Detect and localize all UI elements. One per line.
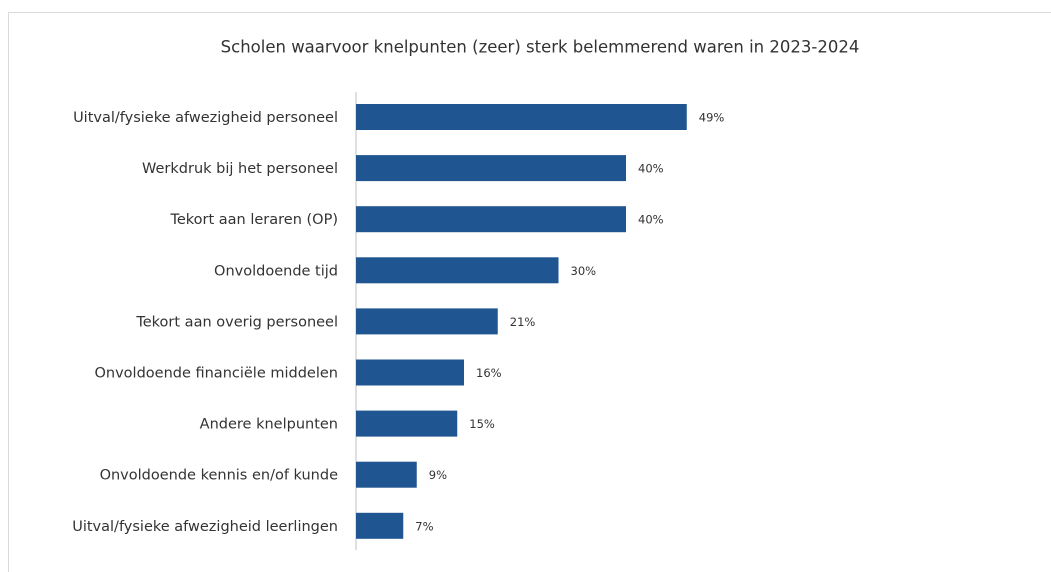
- chart-title: Scholen waarvoor knelpunten (zeer) sterk…: [221, 38, 860, 57]
- bar: [356, 410, 458, 437]
- bar: [356, 206, 626, 233]
- bar: [356, 104, 687, 130]
- value-label: 49%: [699, 111, 725, 125]
- category-label: Werkdruk bij het personeel: [142, 161, 338, 177]
- category-label: Onvoldoende financiële middelen: [94, 366, 338, 382]
- bar: [356, 257, 559, 284]
- value-label: 40%: [638, 213, 664, 227]
- value-label: 7%: [415, 519, 433, 533]
- category-label: Uitval/fysieke afwezigheid leerlingen: [72, 519, 338, 535]
- category-label: Onvoldoende kennis en/of kunde: [100, 468, 338, 484]
- category-label: Uitval/fysieke afwezigheid personeel: [73, 110, 338, 126]
- category-label: Andere knelpunten: [200, 417, 338, 433]
- category-label: Tekort aan leraren (OP): [169, 212, 338, 228]
- bar: [356, 461, 417, 488]
- value-label: 9%: [429, 468, 447, 482]
- value-label: 30%: [571, 264, 597, 278]
- value-label: 15%: [469, 417, 495, 431]
- bar: [356, 512, 404, 539]
- bar: [356, 359, 464, 386]
- bar: [356, 308, 498, 335]
- category-label: Tekort aan overig personeel: [135, 314, 338, 330]
- value-label: 40%: [638, 162, 664, 176]
- chart-frame: [8, 12, 1051, 572]
- value-label: 21%: [510, 315, 536, 329]
- value-label: 16%: [476, 366, 502, 380]
- bar: [356, 155, 626, 182]
- category-label: Onvoldoende tijd: [214, 263, 338, 279]
